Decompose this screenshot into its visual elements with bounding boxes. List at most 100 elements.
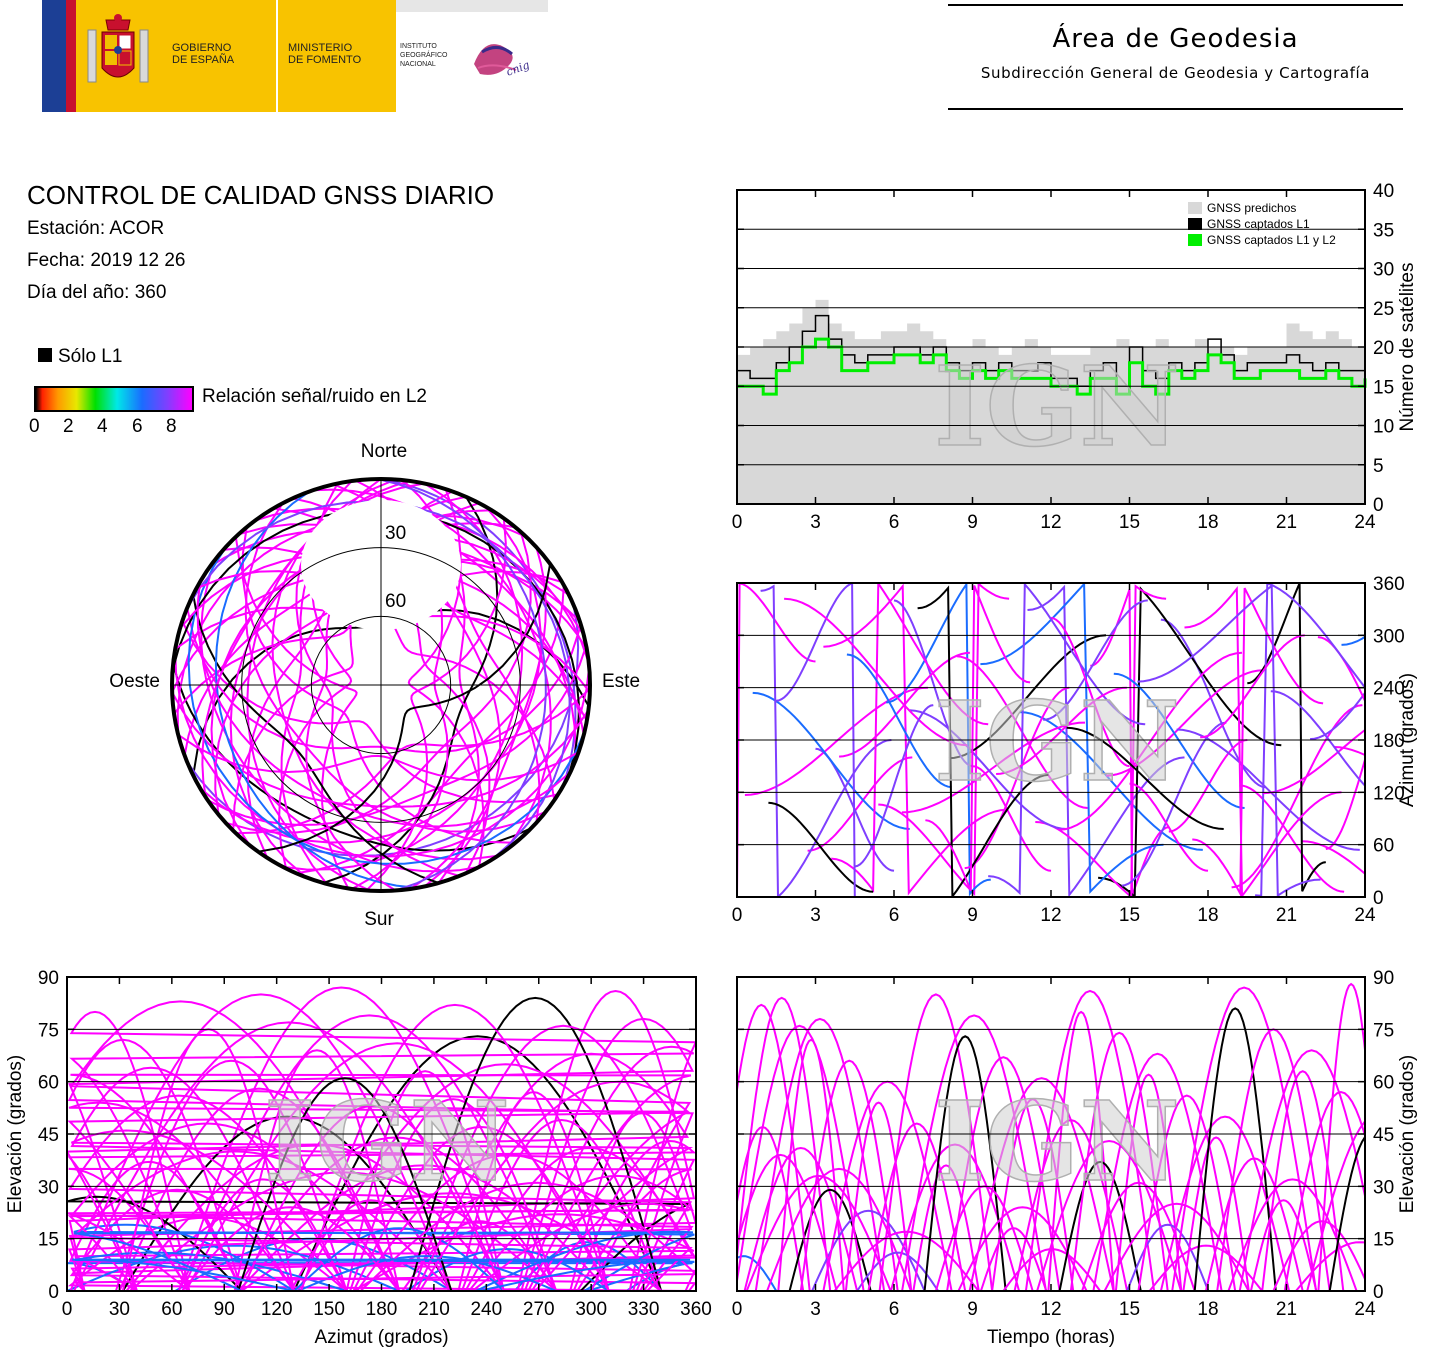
azimut-trace [901, 721, 1086, 814]
elaz-xtick-label: 90 [214, 1299, 235, 1320]
sats-xtick-label: 12 [1040, 512, 1061, 533]
azimut-trace [1137, 583, 1321, 897]
azimut-trace [1200, 634, 1305, 739]
sats-ytick-label: 0 [1373, 495, 1384, 516]
elev-time-trace [1272, 1220, 1365, 1291]
azimut-trace [1247, 583, 1326, 892]
elaz-xtick-label: 180 [366, 1299, 398, 1320]
elev-az-trace [67, 1052, 690, 1291]
az-xtick-label: 6 [889, 905, 900, 926]
az-xtick-label: 24 [1354, 905, 1376, 926]
sky-trace [181, 620, 559, 804]
elev-time-trace [1306, 1120, 1365, 1291]
elev-az-trace [69, 1045, 695, 1291]
elev-time-traces [737, 982, 1365, 1291]
elt-xtick-label: 9 [967, 1299, 978, 1320]
azimut-trace [744, 686, 929, 796]
azimut-trace [972, 765, 1052, 872]
sats-ytick-label: 30 [1373, 260, 1394, 281]
azimut-trace [980, 583, 1164, 895]
legend-swatch-0 [1188, 202, 1202, 214]
elt-ylabel: Elevación (grados) [1397, 1055, 1418, 1213]
elev-time-trace [1204, 1157, 1304, 1291]
elt-ytick-label: 0 [1373, 1282, 1384, 1303]
snr-tick-6: 6 [132, 416, 143, 437]
elaz-ytick-label: 0 [48, 1282, 59, 1303]
elaz-ytick-label: 45 [38, 1125, 59, 1146]
az-ytick-label: 300 [1373, 626, 1405, 647]
sats-ytick-label: 15 [1373, 377, 1394, 398]
gov-yellow-panel: GOBIERNO DE ESPAÑA [76, 0, 276, 112]
snr-tick-4: 4 [97, 416, 108, 437]
azimut-trace [1255, 583, 1365, 897]
elaz-xtick-label: 0 [62, 1299, 73, 1320]
elt-ytick-label: 90 [1373, 968, 1394, 989]
flag-strip [42, 0, 66, 112]
elev-time-trace [979, 1227, 1048, 1291]
elaz-ylabel: Elevación (grados) [5, 1055, 26, 1213]
ign-panel: INSTITUTO GEOGRÁFICO NACIONAL cnig [396, 0, 548, 112]
sky-trace [407, 488, 486, 868]
elev-time-trace [923, 1035, 1007, 1291]
elev-time-trace [737, 996, 832, 1291]
watermark-elaz: IGN [264, 1077, 510, 1206]
azimut-trace [1310, 691, 1365, 741]
report-title: CONTROL DE CALIDAD GNSS DIARIO [27, 180, 495, 210]
azimut-trace [1325, 756, 1365, 850]
elev-time-trace [1058, 1160, 1142, 1291]
ministry-yellow-panel: MINISTERIO DE FOMENTO [278, 0, 396, 112]
az-xtick-label: 15 [1119, 905, 1140, 926]
azimut-trace [737, 583, 816, 897]
azimut-trace [846, 653, 952, 789]
ign-top-bar [396, 0, 548, 12]
sats-xtick-label: 0 [732, 512, 743, 533]
elev-az-trace [181, 1206, 400, 1291]
area-title: Área de Geodesia [1052, 24, 1299, 54]
sats-xtick-label: 6 [889, 512, 900, 533]
elev-time-trace [1092, 1052, 1223, 1291]
az-ytick-label: 240 [1373, 679, 1405, 700]
azimut-trace [1019, 711, 1203, 851]
sky-trace [409, 546, 547, 890]
elaz-xtick-label: 60 [161, 1299, 182, 1320]
elev-time-trace [1171, 986, 1318, 1291]
snr-tick-2: 2 [63, 416, 74, 437]
cnig-logo-icon: cnig [468, 34, 538, 84]
azimut-trace [1050, 616, 1130, 768]
elev-time-trace [1317, 982, 1365, 1291]
elt-frame [736, 976, 1366, 1292]
ministry-line-1: MINISTERIO [288, 42, 353, 54]
elev-az-trace [69, 1150, 693, 1291]
azimut-trace [886, 583, 991, 897]
elev-time-trace [1069, 1031, 1169, 1291]
elev-time-trace [991, 1098, 1075, 1291]
doy-line: Día del año: 360 [27, 282, 167, 303]
elaz-xtick-label: 150 [313, 1299, 345, 1320]
elev-az-trace [293, 1035, 663, 1291]
elaz-ytick-label: 30 [38, 1177, 59, 1198]
az-ytick-label: 120 [1373, 783, 1405, 804]
snr-colorbar [34, 386, 194, 412]
azimut-trace [948, 634, 1107, 760]
elev-time-trace [1047, 1010, 1115, 1291]
elev-time-trace [737, 1003, 811, 1291]
elev-time-trace [777, 1038, 845, 1291]
elev-time-trace [737, 1153, 838, 1291]
only-l1-label: Sólo L1 [58, 346, 123, 367]
elev-time-trace [1238, 1049, 1365, 1291]
sky-trace [225, 531, 532, 834]
sats-ytick-label: 35 [1373, 220, 1394, 241]
azimut-trace [925, 585, 1031, 892]
sats-xtick-label: 15 [1119, 512, 1140, 533]
elev-time-trace [1295, 1241, 1365, 1291]
sky-trace [177, 733, 580, 782]
elt-ytick-label: 30 [1373, 1177, 1394, 1198]
elev-time-trace [1261, 1070, 1345, 1291]
azimut-trace [1113, 672, 1245, 809]
azimut-trace [1027, 584, 1185, 897]
elaz-xlabel: Azimut (grados) [314, 1327, 448, 1348]
institute-label: INSTITUTO GEOGRÁFICO NACIONAL [400, 42, 447, 69]
elev-az-trace [240, 1105, 505, 1291]
gov-label: GOBIERNO DE ESPAÑA [172, 42, 234, 66]
